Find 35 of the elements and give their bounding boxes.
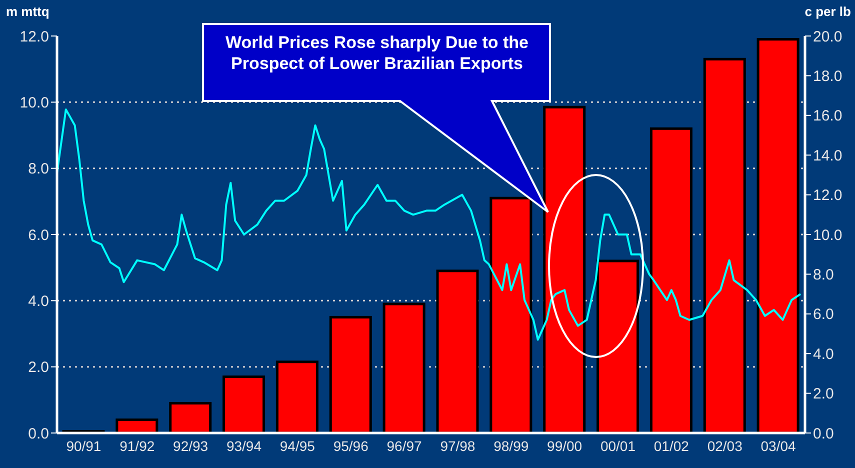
x-tick-label: 01/02	[654, 438, 690, 454]
y-tick-label: 6.0	[28, 226, 49, 244]
x-tick-label: 95/96	[333, 438, 369, 454]
x-tick-label: 98/99	[494, 438, 529, 454]
y2-tick-label: 0.0	[813, 425, 834, 442]
y2-tick-label: 20.0	[813, 28, 842, 46]
y2-tick-label: 18.0	[813, 68, 842, 86]
y-axis-title: m mttq	[6, 4, 50, 19]
y2-tick-label: 12.0	[813, 187, 842, 204]
y2-tick-label: 14.0	[813, 147, 842, 164]
y-tick-label: 8.0	[28, 160, 49, 178]
x-tick-label: 93/94	[226, 438, 262, 454]
y-tick-label: 2.0	[28, 359, 49, 376]
y-tick-label: 4.0	[28, 292, 49, 310]
x-tick-label: 00/01	[600, 438, 636, 454]
x-tick-label: 92/93	[173, 438, 208, 454]
y2-tick-label: 2.0	[813, 386, 834, 403]
x-tick-label: 90/91	[66, 438, 102, 454]
x-tick-label: 03/04	[760, 438, 796, 454]
x-tick-label: 97/98	[440, 438, 476, 454]
y2-tick-label: 6.0	[813, 306, 834, 324]
y-tick-label: 10.0	[20, 94, 49, 112]
y2-tick-label: 16.0	[813, 108, 842, 125]
y-tick-label: 12.0	[20, 28, 49, 46]
y2-axis-title: c per lb	[804, 4, 851, 19]
x-tick-label: 96/97	[386, 438, 422, 454]
x-tick-label: 02/03	[707, 438, 743, 454]
x-tick-label: 94/95	[280, 438, 316, 454]
x-tick-label: 99/00	[547, 438, 582, 454]
annotation: World Prices Rose sharply Due to the Prospect of Lower Brazilian Exports	[226, 33, 528, 73]
y2-tick-label: 8.0	[813, 266, 834, 284]
y-tick-label: 0.0	[28, 425, 49, 442]
y2-tick-label: 4.0	[813, 346, 834, 363]
x-tick-label: 91/92	[120, 438, 155, 454]
y2-tick-label: 10.0	[813, 226, 842, 244]
